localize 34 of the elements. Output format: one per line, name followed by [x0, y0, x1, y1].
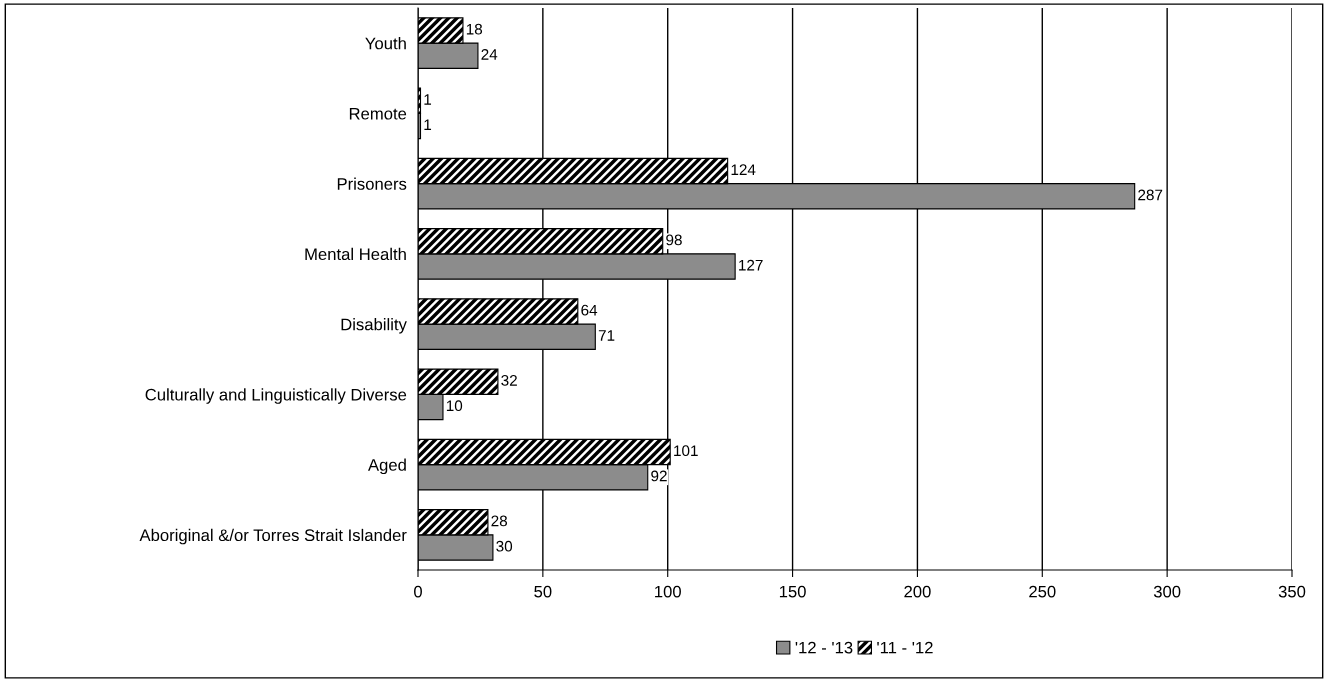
data-label: 64 — [581, 304, 598, 316]
data-label: 28 — [491, 515, 508, 527]
data-label: 10 — [446, 400, 463, 412]
y-tick-label: Disability — [341, 318, 407, 334]
data-label: 127 — [739, 259, 763, 271]
data-label: 101 — [674, 445, 698, 457]
y-tick-label: Aged — [368, 458, 406, 475]
x-tick-label: 100 — [655, 585, 681, 598]
y-tick-label: Culturally and Linguistically Diverse — [145, 388, 407, 404]
legend-label: '11 - '12 — [877, 641, 933, 654]
data-label: 18 — [466, 23, 483, 35]
legend-label: '12 - '13 — [795, 641, 853, 654]
x-tick-label: 0 — [414, 585, 422, 598]
y-tick-label: Remote — [349, 107, 407, 120]
data-label: 71 — [598, 330, 615, 341]
x-tick-label: 300 — [1153, 585, 1181, 598]
data-label: 98 — [666, 234, 682, 246]
data-label: 287 — [1138, 189, 1163, 201]
y-tick-label: Mental Health — [305, 247, 406, 261]
data-label: 1 — [424, 94, 432, 105]
x-tick-label: 250 — [1029, 585, 1056, 598]
data-label: 24 — [481, 49, 498, 60]
y-tick-label: Aboriginal &/or Torres Strait Islander — [139, 528, 407, 545]
data-label: 1 — [424, 119, 432, 130]
x-tick-label: 350 — [1278, 585, 1306, 598]
x-tick-label: 50 — [534, 585, 552, 598]
y-tick-label: Prisoners — [337, 177, 407, 190]
x-tick-label: 200 — [904, 585, 931, 598]
data-label: 30 — [496, 540, 513, 552]
data-label: 92 — [651, 470, 667, 482]
data-label: 32 — [501, 375, 517, 386]
data-label: 124 — [731, 164, 756, 175]
x-tick-label: 150 — [779, 585, 806, 598]
y-tick-label: Youth — [365, 37, 406, 50]
